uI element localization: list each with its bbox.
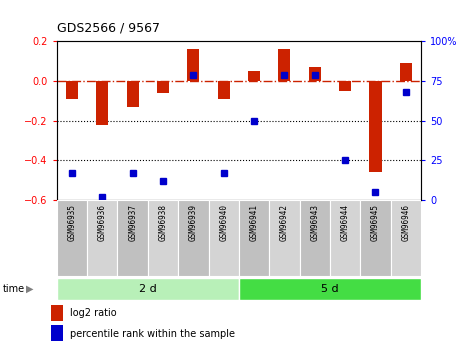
Bar (269, 200, 299, 276)
Bar (178, 200, 209, 276)
Text: GSM96937: GSM96937 (128, 204, 137, 241)
Bar (309, 67, 321, 81)
Text: GSM96940: GSM96940 (219, 204, 228, 241)
Bar (239, 200, 269, 276)
Text: GSM96941: GSM96941 (250, 204, 259, 241)
Bar (239, 278, 421, 300)
Text: GSM96944: GSM96944 (341, 204, 350, 241)
Bar (391, 200, 421, 276)
Bar (400, 63, 412, 81)
Text: GSM96939: GSM96939 (189, 204, 198, 241)
Bar (369, 81, 382, 172)
Bar (330, 200, 360, 276)
Bar (51, 305, 62, 321)
Bar (299, 200, 330, 276)
Bar (51, 325, 62, 341)
Bar (187, 49, 200, 81)
Bar (87, 200, 117, 276)
Bar (278, 49, 290, 81)
Bar (66, 81, 78, 99)
Text: 2 d: 2 d (139, 284, 157, 294)
Bar (127, 81, 139, 107)
Text: GDS2566 / 9567: GDS2566 / 9567 (57, 21, 160, 34)
Bar (248, 71, 260, 81)
Text: time: time (2, 284, 25, 294)
Text: GSM96943: GSM96943 (310, 204, 319, 241)
Bar (157, 81, 169, 93)
Bar (209, 200, 239, 276)
Text: ▶: ▶ (26, 284, 34, 294)
Bar (96, 81, 108, 125)
Bar (339, 81, 351, 91)
Bar (57, 278, 239, 300)
Bar (148, 200, 178, 276)
Bar (218, 81, 230, 99)
Text: GSM96946: GSM96946 (401, 204, 410, 241)
Text: percentile rank within the sample: percentile rank within the sample (70, 329, 235, 339)
Text: 5 d: 5 d (321, 284, 339, 294)
Text: GSM96945: GSM96945 (371, 204, 380, 241)
Text: GSM96935: GSM96935 (68, 204, 77, 241)
Bar (57, 200, 87, 276)
Text: log2 ratio: log2 ratio (70, 308, 117, 318)
Bar (360, 200, 391, 276)
Text: GSM96938: GSM96938 (158, 204, 167, 241)
Bar (117, 200, 148, 276)
Text: GSM96942: GSM96942 (280, 204, 289, 241)
Text: GSM96936: GSM96936 (98, 204, 107, 241)
